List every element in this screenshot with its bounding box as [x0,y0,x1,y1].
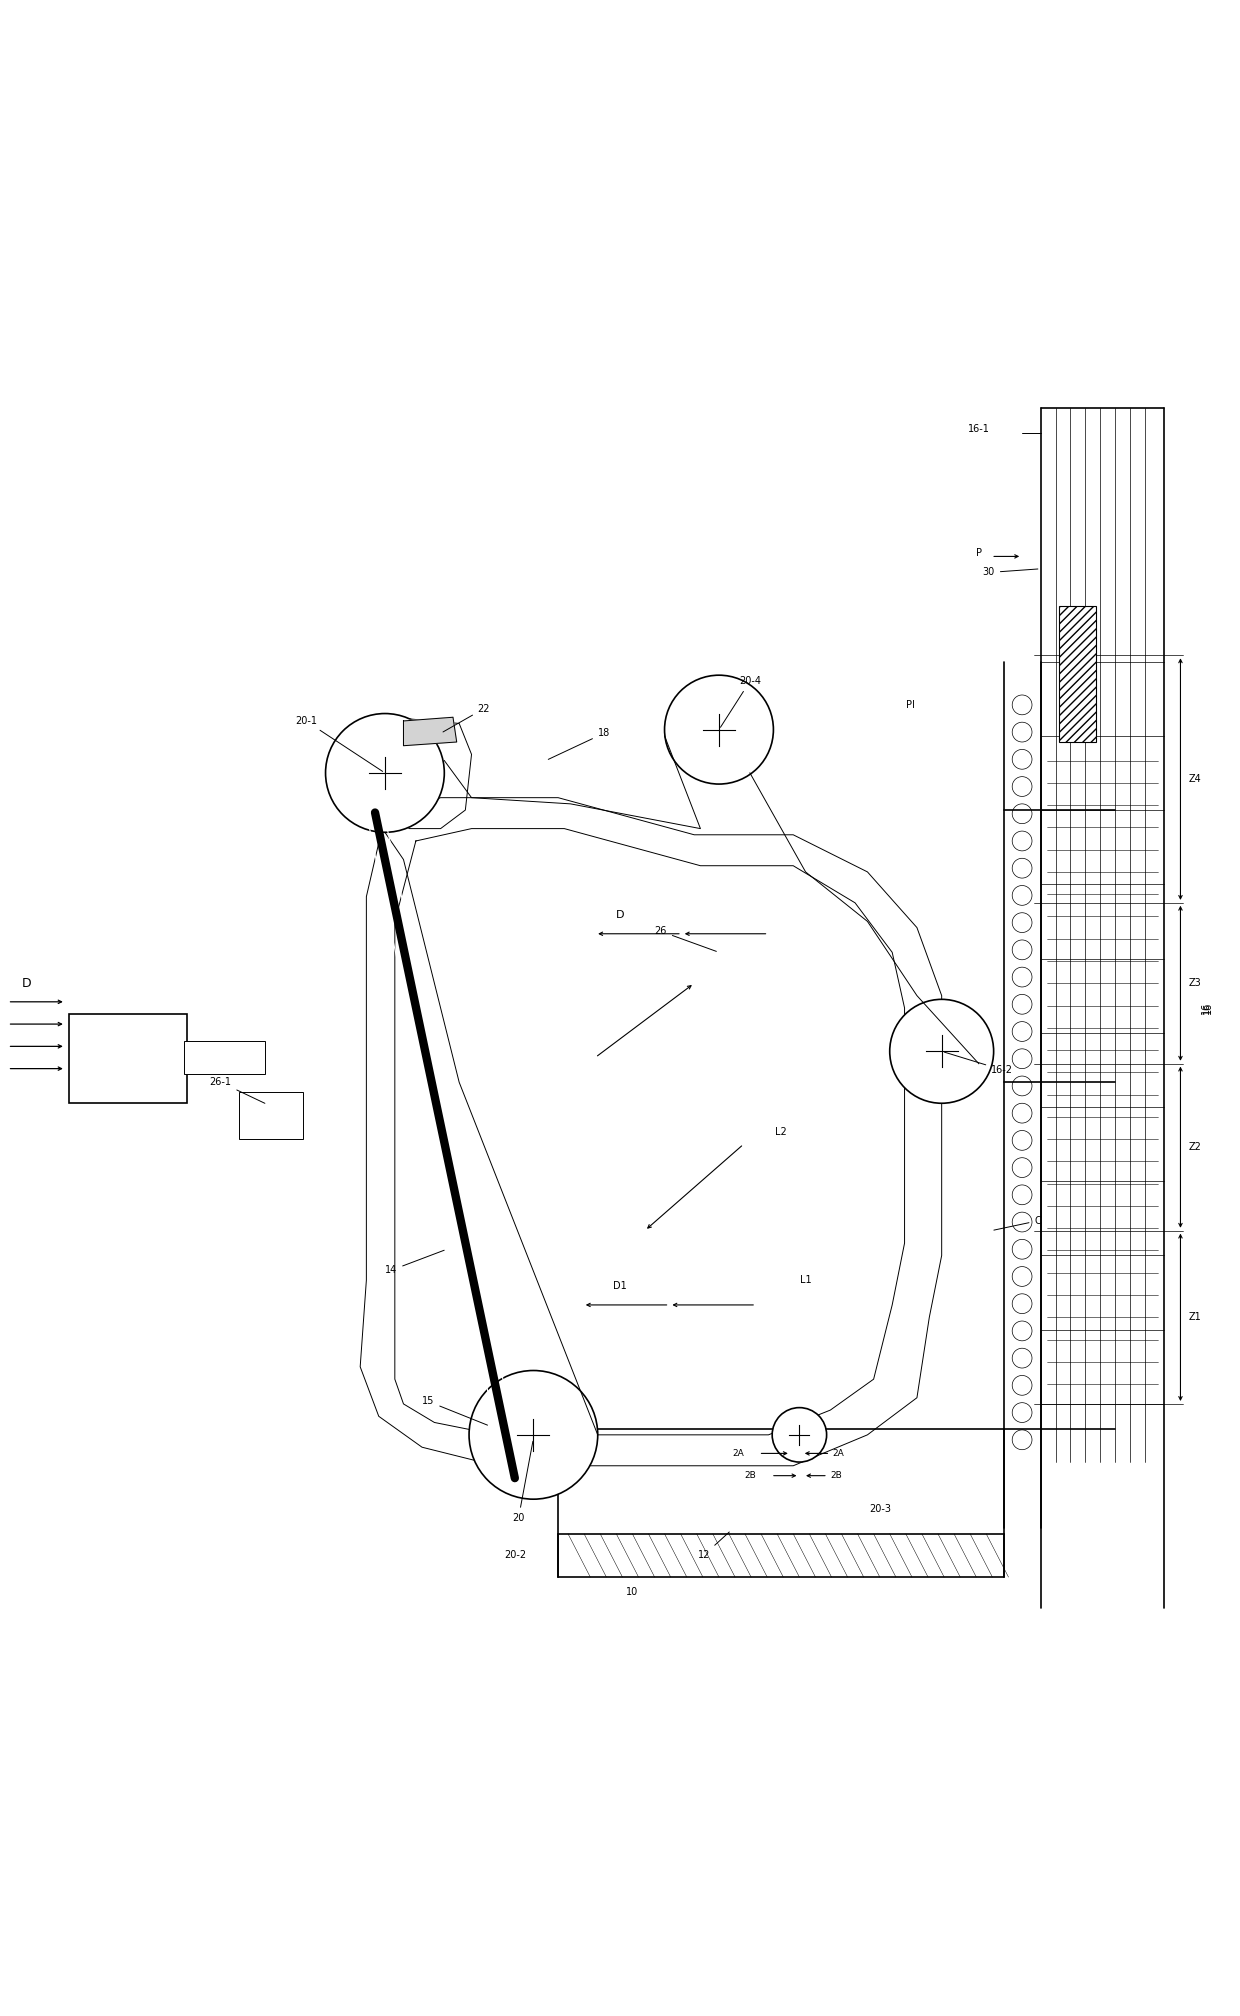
Text: 10: 10 [626,1587,639,1597]
Circle shape [326,714,444,833]
Circle shape [665,675,774,784]
Polygon shape [403,718,456,746]
Bar [239,1093,304,1139]
Circle shape [1012,1103,1032,1123]
Text: C: C [994,1216,1042,1230]
Circle shape [1012,1048,1032,1068]
Circle shape [1012,1349,1032,1369]
Text: 26: 26 [655,925,717,952]
Circle shape [1012,885,1032,905]
Text: 2A: 2A [833,1450,844,1458]
Text: 2A: 2A [732,1450,744,1458]
Text: Z4: Z4 [1189,774,1202,784]
Circle shape [1012,776,1032,796]
Text: 18: 18 [548,728,610,760]
Text: 26-1: 26-1 [210,1077,265,1103]
Circle shape [1012,1022,1032,1042]
Circle shape [1012,968,1032,988]
Bar [1059,607,1096,742]
Circle shape [1012,1266,1032,1286]
Text: 20: 20 [512,1441,533,1522]
Circle shape [1012,1429,1032,1450]
Text: Z3: Z3 [1189,978,1202,988]
Circle shape [1012,939,1032,960]
Circle shape [469,1371,598,1500]
Text: 14: 14 [386,1250,444,1276]
Text: 16: 16 [1202,1002,1211,1014]
Circle shape [1012,1212,1032,1232]
Circle shape [1012,804,1032,825]
Circle shape [1012,1240,1032,1260]
Circle shape [1012,1320,1032,1341]
Text: 20-1: 20-1 [295,716,383,772]
Text: 20-3: 20-3 [869,1504,890,1514]
Text: Z1: Z1 [1189,1312,1202,1322]
Bar [185,1042,265,1075]
Text: 2B: 2B [744,1472,756,1480]
Text: 16: 16 [1203,1002,1213,1014]
Circle shape [773,1407,827,1462]
Text: 20-2: 20-2 [503,1550,526,1560]
Circle shape [1012,1157,1032,1177]
Text: 12: 12 [698,1532,729,1560]
Circle shape [1012,1294,1032,1314]
Circle shape [890,1000,993,1103]
Circle shape [1012,831,1032,851]
Circle shape [1012,696,1032,716]
Text: D: D [21,978,31,990]
Text: PI: PI [906,700,915,710]
Text: 16-1: 16-1 [968,423,990,433]
Circle shape [1012,1185,1032,1206]
Text: D: D [616,909,624,919]
Text: L1: L1 [800,1276,811,1284]
Circle shape [1012,994,1032,1014]
Text: 2B: 2B [831,1472,842,1480]
Circle shape [1012,913,1032,933]
Text: L2: L2 [775,1127,786,1137]
Text: D1: D1 [613,1282,627,1292]
Circle shape [1012,1077,1032,1097]
Circle shape [1012,1131,1032,1151]
Text: 15: 15 [422,1397,487,1425]
Circle shape [1012,859,1032,879]
Text: 22: 22 [443,704,490,732]
Text: 20-4: 20-4 [720,675,761,728]
Text: 30: 30 [982,566,1038,577]
Circle shape [1012,1375,1032,1395]
Text: 16-2: 16-2 [945,1052,1013,1075]
Circle shape [1012,722,1032,742]
Circle shape [1012,1403,1032,1423]
Bar [69,1014,187,1103]
Text: Z2: Z2 [1189,1143,1202,1153]
Text: P: P [976,548,982,558]
Circle shape [1012,750,1032,770]
